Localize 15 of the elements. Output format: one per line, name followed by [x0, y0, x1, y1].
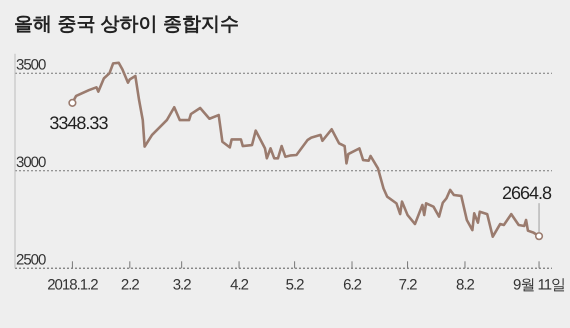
x-tick-label: 2.2	[120, 276, 140, 294]
annotation: 2664.8	[502, 183, 552, 204]
x-tick-label: 5.2	[286, 276, 304, 294]
x-tick-label: 6.2	[343, 276, 362, 294]
y-tick-label: 2500	[16, 251, 46, 268]
annotation: 3348.33	[49, 112, 108, 133]
x-tick-label: 3.2	[172, 276, 192, 294]
x-tick-label: 4.2	[230, 276, 249, 294]
x-tick-label: 8.2	[456, 276, 475, 294]
x-tick-label: 7.2	[398, 276, 418, 294]
x-tick-label: 2018.1.2	[47, 276, 98, 294]
y-tick-label: 3000	[16, 154, 46, 171]
chart-title: 올해 중국 상하이 종합지수	[14, 14, 239, 35]
y-tick-label: 3500	[16, 56, 46, 74]
x-tick-label: 9월 11일	[512, 276, 566, 294]
